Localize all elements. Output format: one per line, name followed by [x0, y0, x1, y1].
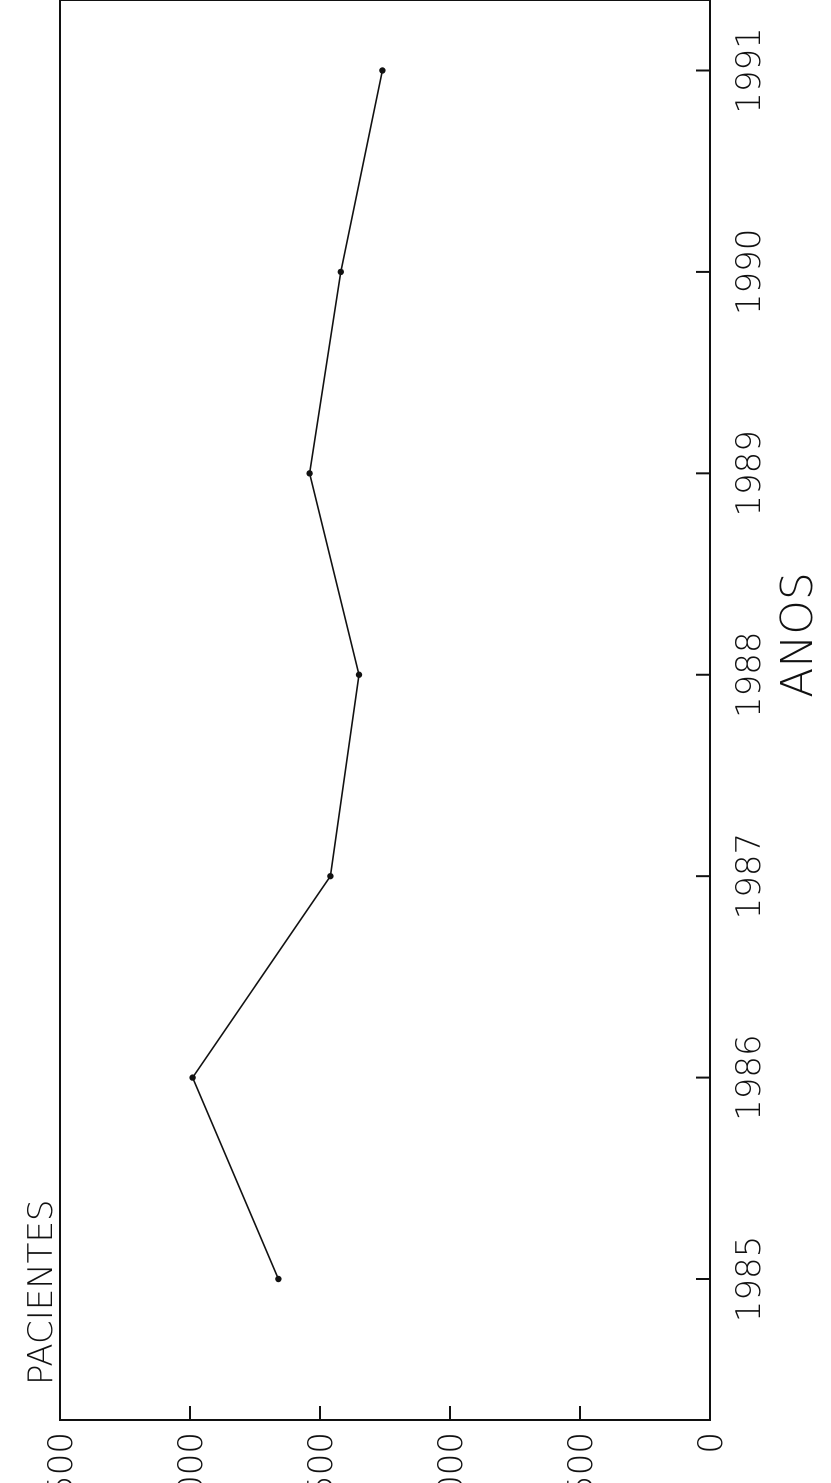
y-tick-label: 1000 [431, 1432, 471, 1483]
x-tick-label: 1988 [729, 631, 769, 718]
series [189, 67, 386, 1283]
data-point [337, 268, 344, 276]
x-axis-label: ANOS [772, 572, 823, 698]
y-tick-label: 2500 [41, 1432, 81, 1483]
data-point [379, 67, 386, 74]
y-tick-label: 2000 [171, 1432, 211, 1483]
x-tick-label: 1987 [729, 833, 769, 920]
x-tick-label: 1989 [729, 430, 769, 517]
x-tick-label: 1991 [729, 27, 769, 114]
y-tick-label: 0 [691, 1432, 731, 1454]
y-tick-label: 500 [561, 1432, 601, 1483]
plot-frame [59, 0, 711, 1421]
data-point [355, 671, 363, 678]
y-tick-label: 1500 [301, 1432, 341, 1483]
y-ticks: 0 500 1000 1500 2000 2500 [41, 1406, 731, 1483]
data-point [306, 470, 313, 477]
data-point [327, 872, 334, 880]
series-line [191, 70, 384, 1280]
x-tick-label: 1985 [729, 1236, 769, 1323]
data-point [275, 1275, 282, 1283]
chart-content: 1985 1986 1987 1988 1989 1990 1991 0 500 1000 150… [21, 0, 823, 1483]
x-tick-label: 1990 [729, 229, 769, 316]
x-tick-label: 1986 [729, 1034, 769, 1121]
data-point [189, 1074, 196, 1081]
y-axis-label: PACIENTES [21, 1199, 61, 1385]
x-ticks: 1985 1986 1987 1988 1989 1990 1991 [696, 27, 769, 1322]
